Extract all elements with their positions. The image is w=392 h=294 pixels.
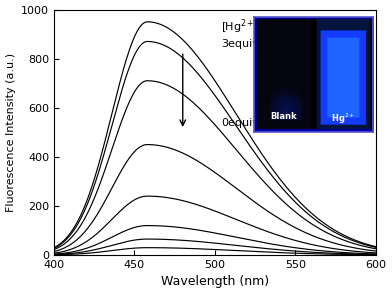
- Text: 3equiv: 3equiv: [221, 39, 259, 49]
- Text: [Hg$^{2+}$]: [Hg$^{2+}$]: [221, 17, 261, 36]
- Text: 0equiv: 0equiv: [221, 118, 259, 128]
- X-axis label: Wavelength (nm): Wavelength (nm): [161, 275, 269, 288]
- Y-axis label: Fluorescence Intensity (a.u.): Fluorescence Intensity (a.u.): [5, 53, 16, 212]
